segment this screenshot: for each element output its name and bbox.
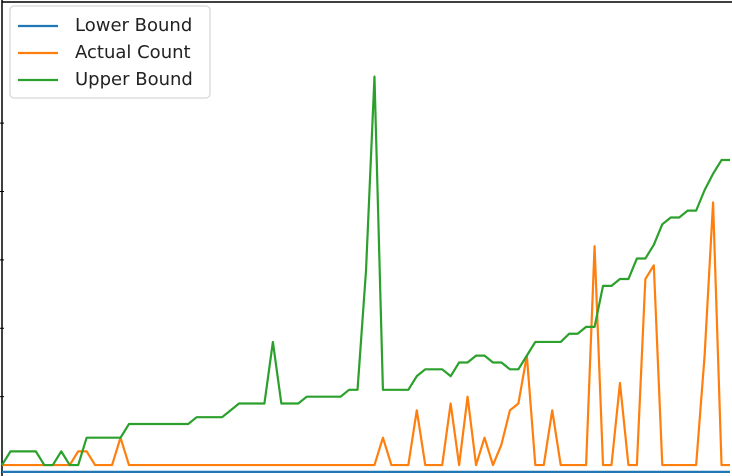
legend-box — [9, 5, 211, 99]
legend-label: Actual Count — [75, 42, 191, 63]
legend: Lower Bound Actual Count Upper Bound — [9, 5, 211, 99]
legend-label: Upper Bound — [75, 69, 193, 90]
series-line — [2, 201, 730, 467]
series-line — [1, 75, 730, 467]
legend-label: Lower Bound — [75, 15, 192, 36]
